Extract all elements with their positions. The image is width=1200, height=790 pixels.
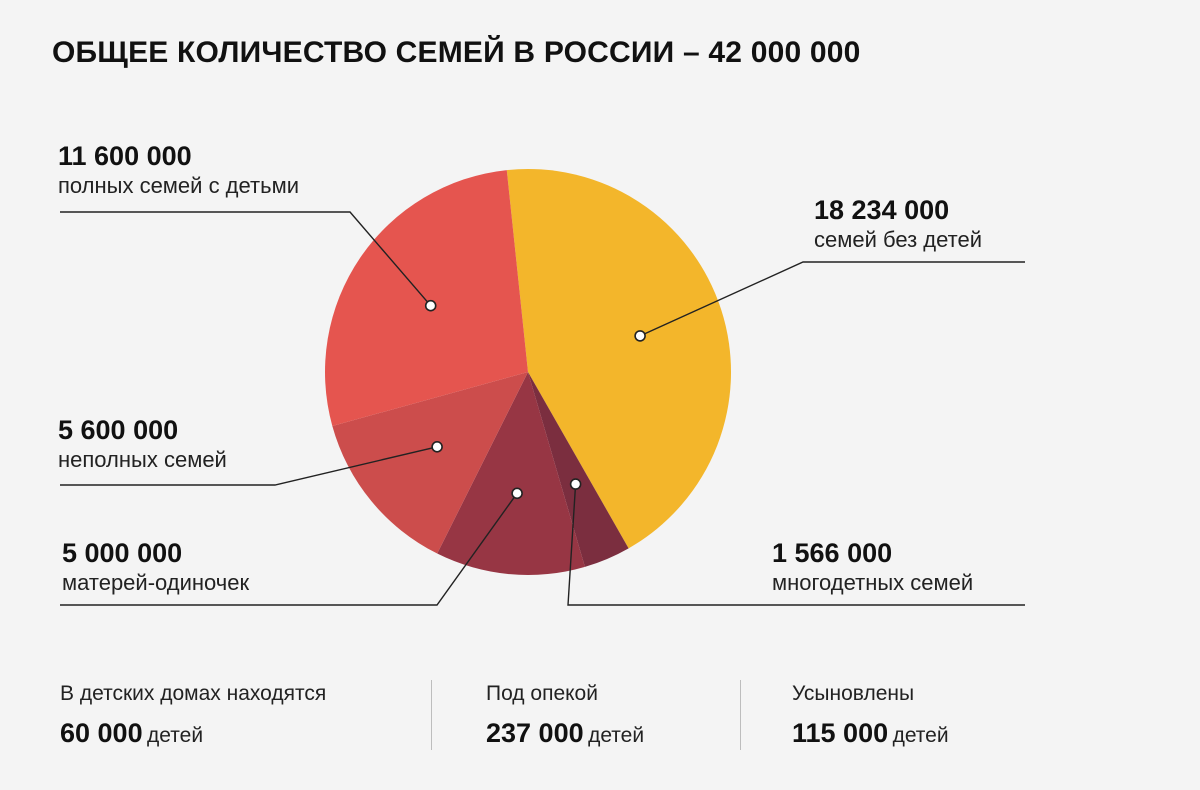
leader-line-full-with-children — [60, 211, 432, 307]
label-no-children: 18 234 000 семей без детей — [814, 194, 982, 254]
page-title: ОБЩЕЕ КОЛИЧЕСТВО СЕМЕЙ В РОССИИ – 42 000… — [52, 36, 861, 69]
slice-single-mothers — [437, 372, 585, 575]
leader-line-large-families — [567, 484, 1025, 606]
desc-single-parent: неполных семей — [58, 447, 227, 472]
leader-dot-full-with-children — [424, 299, 437, 312]
stat-adopted-caption: Усыновлены — [792, 682, 915, 705]
label-large-families: 1 566 000 многодетных семей — [772, 537, 973, 597]
stat-adopted: Усыновлены 115 000 детей — [792, 680, 949, 749]
desc-large-families: многодетных семей — [772, 570, 974, 595]
stat-orphanages: В детских домах находятся 60 000 детей — [60, 680, 326, 749]
desc-full-with-children: полных семей с детьми — [58, 173, 299, 198]
stat-adopted-unit: детей — [892, 724, 949, 747]
value-single-mothers: 5 000 000 — [62, 538, 183, 568]
pie-chart — [60, 168, 1025, 606]
slice-large-families — [528, 372, 629, 567]
value-large-families: 1 566 000 — [772, 538, 893, 568]
label-full-with-children: 11 600 000 полных семей с детьми — [58, 140, 299, 200]
stat-divider — [740, 680, 741, 750]
leader-line-no-children — [639, 261, 1025, 337]
stat-orphanages-number: 60 000 — [60, 718, 143, 748]
slice-single-parent — [332, 372, 528, 554]
stat-guardianship-value: 237 000 детей — [486, 718, 644, 749]
leader-line-single-mothers — [60, 492, 518, 606]
value-no-children: 18 234 000 — [814, 195, 950, 225]
stat-divider — [431, 680, 432, 750]
leader-dot-single-parent — [431, 440, 443, 453]
label-single-mothers: 5 000 000 матерей-одиночек — [62, 537, 249, 597]
stat-orphanages-caption: В детских домах находятся — [60, 682, 327, 705]
stat-guardianship: Под опекой 237 000 детей — [486, 680, 644, 749]
stat-guardianship-unit: детей — [588, 724, 645, 747]
stat-adopted-value: 115 000 детей — [792, 718, 949, 749]
stat-guardianship-caption: Под опекой — [486, 682, 598, 705]
leader-line-single-parent — [60, 446, 438, 486]
value-full-with-children: 11 600 000 — [58, 141, 192, 171]
leader-dot-single-mothers — [511, 487, 523, 500]
label-single-parent: 5 600 000 неполных семей — [58, 414, 227, 474]
stat-orphanages-value: 60 000 детей — [60, 718, 326, 749]
stat-guardianship-number: 237 000 — [486, 718, 584, 748]
leader-dot-large-families — [569, 478, 582, 490]
leader-dot-no-children — [634, 330, 646, 342]
slice-full-with-children — [325, 170, 528, 427]
slice-no-children — [506, 168, 732, 549]
stat-orphanages-unit: детей — [147, 724, 204, 747]
value-single-parent: 5 600 000 — [58, 415, 179, 445]
stat-adopted-number: 115 000 — [792, 718, 889, 748]
desc-single-mothers: матерей-одиночек — [62, 570, 250, 595]
desc-no-children: семей без детей — [814, 227, 982, 252]
